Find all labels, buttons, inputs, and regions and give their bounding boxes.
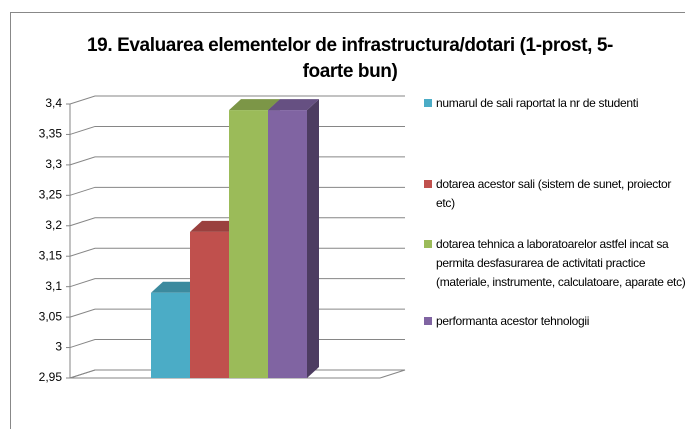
- legend-item: numarul de sali raportat la nr de studen…: [424, 94, 685, 113]
- y-tick-label: 3,05: [39, 309, 63, 323]
- grid-line: [69, 95, 405, 105]
- legend-item: dotarea tehnica a laboratoarelor astfel …: [424, 235, 685, 292]
- legend-label: dotarea tehnica a laboratoarelor astfel …: [436, 237, 685, 289]
- bar: [268, 110, 307, 378]
- bar: [151, 292, 190, 378]
- legend-swatch: [424, 180, 432, 188]
- bar: [190, 231, 229, 378]
- bar-top: [151, 281, 202, 293]
- y-tick-label: 3,2: [45, 218, 62, 232]
- legend-item: dotarea acestor sali (sistem de sunet, p…: [424, 175, 685, 213]
- y-tick-label: 3,3: [45, 157, 62, 171]
- y-tick-label: 2,95: [39, 370, 63, 384]
- legend-label: dotarea acestor sali (sistem de sunet, p…: [436, 177, 672, 210]
- chart-title: 19. Evaluarea elementelor de infrastruct…: [87, 35, 613, 82]
- bar-top: [190, 220, 241, 232]
- bar-top: [268, 99, 319, 111]
- y-tick-label: 3,35: [39, 127, 63, 141]
- bar-top: [229, 99, 280, 111]
- legend-swatch: [424, 240, 432, 248]
- y-tick-label: 3,25: [39, 188, 63, 202]
- legend-swatch: [424, 317, 432, 325]
- y-tick-label: 3,1: [45, 279, 62, 293]
- legend-label: numarul de sali raportat la nr de studen…: [436, 96, 639, 110]
- y-tick-label: 3,15: [39, 248, 63, 262]
- y-tick-label: 3: [55, 340, 62, 354]
- chart-frame: [10, 12, 685, 429]
- legend-label: performanta acestor tehnologii: [436, 314, 590, 328]
- bar-side: [307, 99, 319, 378]
- y-tick-label: 3,4: [45, 96, 62, 110]
- legend-swatch: [424, 99, 432, 107]
- legend-item: performanta acestor tehnologii: [424, 312, 685, 331]
- bar: [229, 110, 268, 378]
